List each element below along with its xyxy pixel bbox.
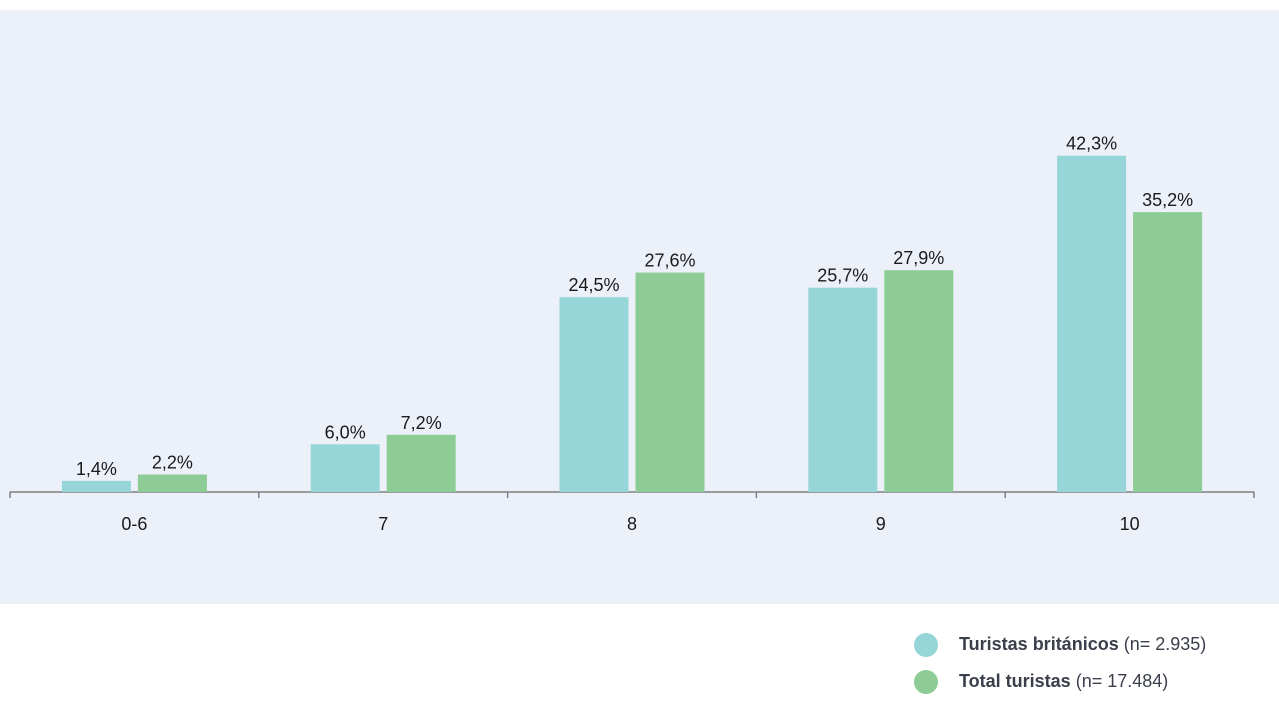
bar-series-1-cat-1	[61, 480, 131, 492]
legend-label-series-2: Total turistas	[959, 671, 1071, 691]
bar-series-1-cat-2	[310, 444, 380, 492]
x-tick-label-4: 9	[876, 514, 886, 534]
legend-label-series-1: Turistas británicos	[959, 634, 1119, 654]
data-label-series-2-cat-5: 35,2%	[1142, 190, 1193, 210]
bar-series-2-cat-5	[1133, 212, 1203, 492]
data-label-series-2-cat-1: 2,2%	[152, 453, 193, 473]
data-label-series-2-cat-2: 7,2%	[401, 413, 442, 433]
tick-group: 0-6 7 8 9 10	[9, 492, 1255, 534]
bar-series-1-cat-5	[1057, 155, 1127, 492]
legend-item-series-2: Total turistas (n= 17.484)	[914, 669, 1279, 694]
legend: Turistas británicos (n= 2.935) Total tur…	[914, 632, 1279, 706]
legend-item-series-1: Turistas británicos (n= 2.935)	[914, 632, 1279, 657]
bar-series-2-cat-4	[884, 270, 954, 492]
data-label-series-2-cat-4: 27,9%	[893, 248, 944, 268]
data-label-series-1-cat-5: 42,3%	[1066, 134, 1117, 154]
bars-group: 1,4% 2,2% 6,0% 7,2% 24,5% 27,6% 25,7% 27,9% 42,3…	[61, 134, 1203, 492]
data-label-series-1-cat-3: 24,5%	[568, 275, 619, 295]
data-label-series-1-cat-2: 6,0%	[325, 422, 366, 442]
bar-chart: 1,4% 2,2% 6,0% 7,2% 24,5% 27,6% 25,7% 27,9% 42,3…	[9, 134, 1255, 534]
bar-series-2-cat-3	[635, 272, 705, 492]
bar-series-2-cat-1	[137, 474, 207, 492]
x-tick-label-2: 7	[378, 514, 388, 534]
data-label-series-2-cat-3: 27,6%	[644, 251, 695, 271]
bar-series-2-cat-2	[386, 434, 456, 492]
plot-area: 1,4% 2,2% 6,0% 7,2% 24,5% 27,6% 25,7% 27,9% 42,3…	[0, 10, 1279, 604]
x-tick-label-3: 8	[627, 514, 637, 534]
data-label-series-1-cat-1: 1,4%	[76, 459, 117, 479]
legend-swatch-series-1	[914, 633, 938, 657]
bar-series-1-cat-4	[808, 287, 878, 492]
bar-series-1-cat-3	[559, 297, 629, 492]
data-label-series-1-cat-4: 25,7%	[817, 266, 868, 286]
legend-note-series-2: (n= 17.484)	[1075, 671, 1169, 691]
legend-note-series-1: (n= 2.935)	[1123, 634, 1207, 654]
x-tick-label-5: 10	[1120, 514, 1140, 534]
legend-swatch-series-2	[914, 670, 938, 694]
x-tick-label-1: 0-6	[121, 514, 147, 534]
